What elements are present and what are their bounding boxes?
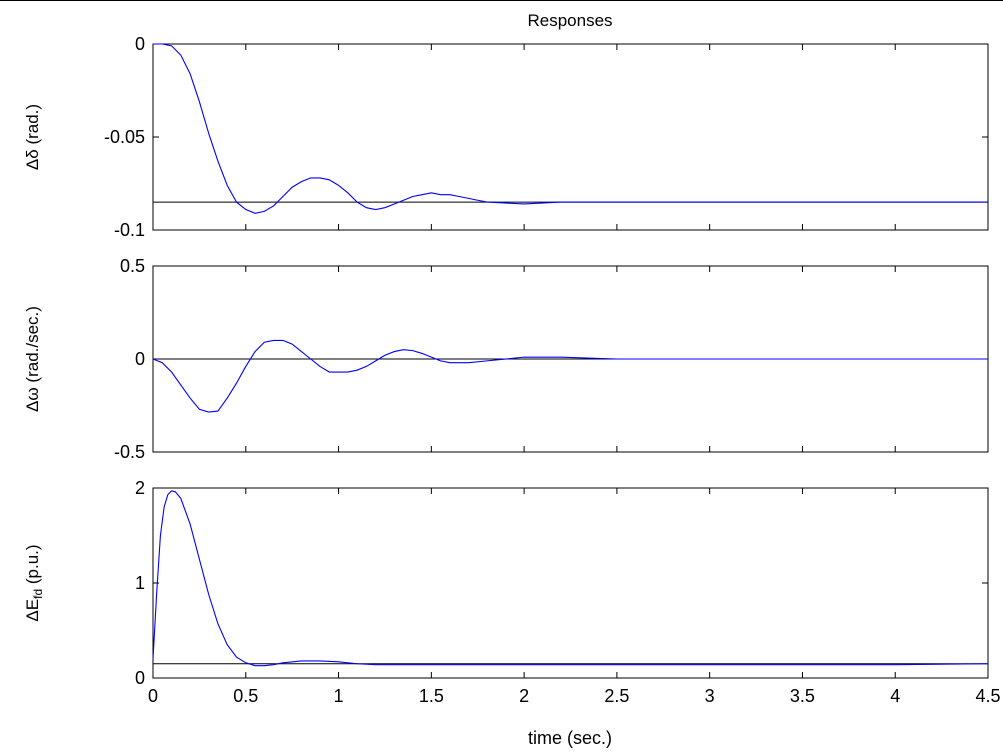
subplot-2: 0.5 0 -0.5 Δω (rad./sec.) — [23, 256, 989, 462]
y-tick-label: 0 — [135, 668, 145, 688]
figure-title: Responses — [527, 11, 612, 30]
subplot-panels: 0 -0.05 -0.1 Δδ (rad.) 0.5 0 -0.5 Δω (rad./sec.… — [23, 34, 989, 688]
x-tick-label: 4.5 — [975, 686, 1000, 706]
x-tick-label: 0.5 — [233, 686, 258, 706]
x-tick-label: 4 — [890, 686, 900, 706]
x-tick-label: 3 — [705, 686, 715, 706]
y-tick-label: 1 — [135, 573, 145, 593]
y-tick-label: 2 — [135, 478, 145, 498]
y-axis-label: ΔEfd (p.u.) — [23, 544, 45, 621]
x-tick-label: 3.5 — [790, 686, 815, 706]
x-tick-label: 0 — [148, 686, 158, 706]
subplot-3: 2 1 0 ΔEfd (p.u.) — [23, 478, 989, 688]
y-axis-label: Δδ (rad.) — [23, 104, 42, 170]
response-series-line — [152, 490, 989, 667]
x-axis-tick-labels: 0 0.5 1 1.5 2 2.5 3 3.5 4 4.5 — [148, 686, 1001, 706]
subplot-1: 0 -0.05 -0.1 Δδ (rad.) — [23, 34, 989, 240]
y-tick-label: 0.5 — [120, 256, 145, 276]
x-tick-label: 2 — [519, 686, 529, 706]
x-tick-label: 1 — [334, 686, 344, 706]
x-tick-label: 2.5 — [604, 686, 629, 706]
y-tick-label: 0 — [135, 349, 145, 369]
x-axis-label: time (sec.) — [528, 728, 612, 748]
y-tick-label: -0.1 — [114, 220, 145, 240]
y-tick-label: 0 — [135, 34, 145, 54]
response-series-line — [153, 43, 988, 214]
x-tick-label: 1.5 — [419, 686, 444, 706]
y-tick-label: -0.5 — [114, 442, 145, 462]
subplot-3-axes-frame — [152, 487, 989, 679]
response-series-line — [152, 339, 988, 413]
y-axis-label: Δω (rad./sec.) — [23, 306, 42, 412]
y-tick-label: -0.05 — [104, 127, 145, 147]
